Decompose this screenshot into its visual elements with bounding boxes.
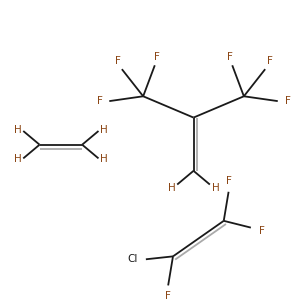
Text: H: H — [100, 125, 108, 135]
Text: F: F — [267, 56, 273, 66]
Text: F: F — [165, 291, 171, 301]
Text: F: F — [115, 56, 121, 66]
Text: H: H — [100, 154, 108, 164]
Text: H: H — [14, 125, 21, 135]
Text: F: F — [285, 96, 290, 106]
Text: F: F — [154, 52, 160, 62]
Text: H: H — [168, 183, 175, 193]
Text: F: F — [226, 176, 232, 186]
Text: F: F — [228, 52, 233, 62]
Text: F: F — [97, 96, 102, 106]
Text: Cl: Cl — [127, 254, 138, 264]
Text: H: H — [212, 183, 219, 193]
Text: F: F — [259, 226, 264, 236]
Text: H: H — [14, 154, 21, 164]
